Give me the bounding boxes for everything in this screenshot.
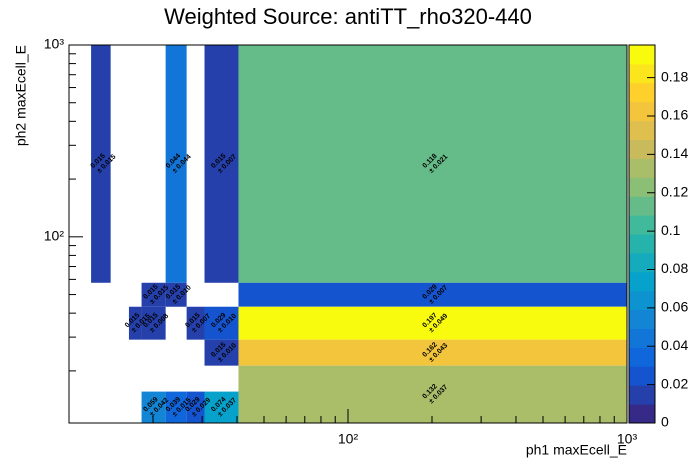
colorbar-tick-label: 0.02	[661, 375, 688, 391]
colorbar-tick-label: 0.08	[661, 260, 688, 276]
colorbar-band	[629, 290, 655, 311]
heatmap-cell	[186, 306, 205, 340]
colorbar-band	[629, 347, 655, 367]
colorbar-band	[629, 404, 655, 424]
colorbar-band	[629, 45, 655, 65]
heatmap-cell	[165, 282, 187, 307]
y-tick-label: 10³	[44, 36, 65, 52]
heatmap-cell	[238, 339, 627, 366]
colorbar-tick-label: 0.18	[661, 68, 688, 84]
heatmap-cell	[204, 45, 239, 283]
heatmap-cell	[141, 282, 166, 307]
colorbar-band	[629, 366, 655, 386]
heatmap-cell	[204, 339, 239, 366]
heatmap-cell	[186, 391, 205, 423]
chart-title: Weighted Source: antiTT_rho320-440	[164, 4, 532, 29]
heatmap-cell	[141, 391, 166, 423]
heatmap-cell	[128, 306, 142, 340]
heatmap-cell	[238, 365, 627, 423]
colorbar-band	[629, 63, 655, 84]
heatmap-cell	[91, 45, 111, 283]
colorbar-tick-label: 0	[661, 414, 669, 430]
y-tick-label: 10²	[44, 228, 65, 244]
colorbar-band	[629, 328, 655, 348]
colorbar-band	[629, 385, 655, 405]
colorbar-band	[629, 82, 655, 103]
colorbar-frame	[628, 44, 656, 424]
heatmap-cell	[165, 391, 187, 423]
heatmap-cell	[204, 391, 239, 423]
heatmap-cell	[238, 45, 627, 283]
colorbar-band	[629, 252, 655, 273]
colorbar-band	[629, 309, 655, 329]
colorbar-band	[629, 271, 655, 292]
colorbar-tick-label: 0.06	[661, 299, 688, 315]
x-tick-label: 10³	[617, 431, 638, 447]
colorbar-tick-label: 0.14	[661, 145, 688, 161]
x-axis-label: ph1 maxEcell_E	[526, 442, 627, 458]
colorbar-tick-label: 0.16	[661, 107, 688, 123]
x-tick-label: 10²	[338, 431, 359, 447]
colorbar-band	[629, 158, 655, 178]
colorbar-band	[629, 215, 655, 235]
colorbar-tick-label: 0.04	[661, 337, 688, 353]
colorbar-band	[629, 139, 655, 159]
heatmap-cell	[238, 306, 627, 340]
heatmap-cell	[141, 306, 166, 340]
y-axis-label: ph2 maxEcell_E	[13, 45, 29, 146]
colorbar-tick-label: 0.12	[661, 183, 688, 199]
colorbar-band	[629, 177, 655, 197]
colorbar-band	[629, 120, 655, 140]
colorbar-tick-label: 0.1	[661, 222, 681, 238]
heatmap-cell	[165, 45, 187, 283]
heatmap-cell	[204, 306, 239, 340]
colorbar-band	[629, 196, 655, 216]
colorbar-band	[629, 101, 655, 122]
colorbar-band	[629, 234, 655, 254]
heatmap-cell	[238, 282, 627, 307]
